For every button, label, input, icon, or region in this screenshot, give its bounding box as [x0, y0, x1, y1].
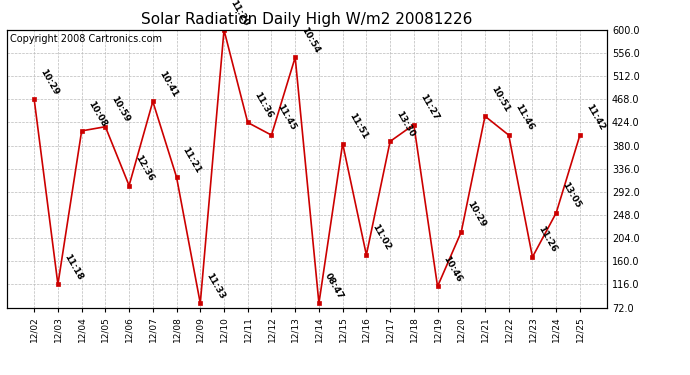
- Text: 13:05: 13:05: [560, 181, 582, 210]
- Text: 10:51: 10:51: [489, 84, 511, 113]
- Text: 10:59: 10:59: [110, 94, 132, 124]
- Text: 10:08: 10:08: [86, 99, 108, 128]
- Text: 11:26: 11:26: [537, 225, 559, 254]
- Text: 11:46: 11:46: [513, 103, 535, 132]
- Text: 11:36: 11:36: [252, 90, 274, 120]
- Text: 11:45: 11:45: [275, 103, 298, 132]
- Text: 10:46: 10:46: [442, 254, 464, 284]
- Text: 08:47: 08:47: [323, 271, 345, 300]
- Text: 10:29: 10:29: [466, 200, 488, 229]
- Text: 10:54: 10:54: [299, 25, 322, 54]
- Text: 12:36: 12:36: [133, 153, 155, 183]
- Text: 11:18: 11:18: [62, 252, 84, 282]
- Text: 10:41: 10:41: [157, 69, 179, 99]
- Text: 11:51: 11:51: [347, 111, 369, 141]
- Text: 11:20: 11:20: [228, 0, 250, 27]
- Text: 11:27: 11:27: [418, 92, 440, 122]
- Title: Solar Radiation Daily High W/m2 20081226: Solar Radiation Daily High W/m2 20081226: [141, 12, 473, 27]
- Text: 11:42: 11:42: [584, 103, 607, 132]
- Text: 11:02: 11:02: [371, 223, 393, 252]
- Text: 11:33: 11:33: [204, 271, 226, 300]
- Text: 10:29: 10:29: [39, 67, 61, 97]
- Text: 13:30: 13:30: [394, 110, 416, 139]
- Text: Copyright 2008 Cartronics.com: Copyright 2008 Cartronics.com: [10, 34, 162, 44]
- Text: 11:21: 11:21: [181, 145, 203, 174]
